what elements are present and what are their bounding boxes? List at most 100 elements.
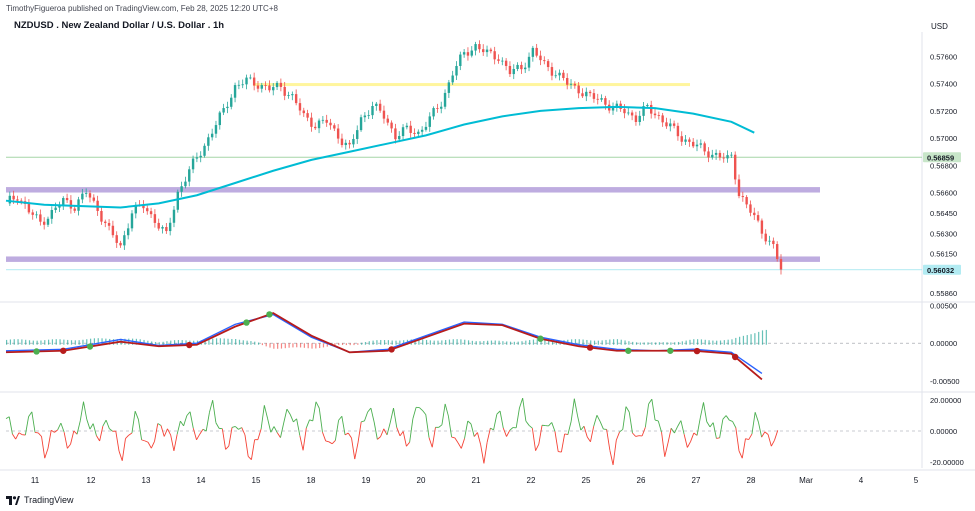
osc-segment — [725, 415, 730, 421]
osc-segment — [690, 432, 695, 442]
candle-body — [226, 106, 229, 109]
osc-segment — [560, 433, 566, 453]
candle-body — [485, 49, 489, 53]
candle-body — [39, 214, 42, 222]
macd-hist-bar — [345, 343, 347, 346]
macd-hist-bar — [78, 340, 80, 345]
osc-segment — [367, 407, 372, 413]
macd-hist-bar — [464, 339, 466, 345]
osc-segment — [257, 428, 262, 440]
osc-segment — [377, 436, 381, 440]
osc-segment — [192, 428, 197, 440]
macd-hist-bar — [353, 343, 355, 346]
osc-segment — [706, 421, 711, 428]
macd-hist-bar — [36, 340, 38, 345]
candle-body — [146, 208, 149, 212]
osc-segment — [173, 434, 178, 452]
candle-body — [539, 55, 542, 61]
macd-hist-bar — [6, 339, 8, 345]
candle-body — [264, 85, 267, 86]
candle-body — [581, 93, 584, 97]
candle-body — [718, 152, 722, 158]
osc-segment — [389, 407, 394, 423]
candle-body — [634, 115, 638, 122]
osc-segment — [315, 401, 320, 409]
osc-segment — [338, 415, 343, 421]
osc-segment — [564, 433, 568, 436]
last-price-label-bg — [923, 264, 961, 275]
macd-hist-bar — [387, 340, 389, 345]
chart-title: NZDUSD . New Zealand Dollar / U.S. Dolla… — [14, 20, 225, 31]
macd-hist-bar — [59, 339, 61, 345]
osc-segment — [483, 442, 488, 464]
osc-segment — [89, 423, 94, 430]
macd-hist-bar — [277, 343, 279, 349]
candle-body — [42, 221, 46, 225]
candle-body — [497, 59, 500, 61]
osc-segment — [309, 419, 313, 422]
candle-body — [394, 128, 397, 140]
candle-body — [478, 44, 481, 50]
time-tick-label: 27 — [692, 476, 701, 485]
candle-body — [630, 112, 634, 116]
osc-segment — [480, 444, 485, 464]
candle-body — [558, 72, 561, 76]
macd-hist-bar — [494, 340, 496, 345]
level-price-label: 0.56859 — [927, 153, 954, 162]
osc-segment — [270, 426, 275, 433]
osc-segment — [83, 401, 88, 420]
macd-hist-bar — [357, 343, 359, 345]
osc-segment — [703, 402, 708, 422]
osc-segment — [305, 419, 310, 429]
macd-hist-bar — [162, 341, 164, 345]
macd-hist-bar — [288, 343, 290, 348]
osc-segment — [570, 398, 575, 422]
candle-body — [447, 82, 451, 93]
candle-body — [657, 115, 661, 116]
candle-body — [46, 218, 50, 225]
macd-hist-bar — [574, 339, 577, 345]
macd-hist-bar — [643, 342, 645, 345]
osc-segment — [163, 428, 168, 437]
osc-segment — [109, 428, 113, 432]
candle-body — [413, 132, 416, 134]
osc-segment — [729, 419, 733, 422]
osc-segment — [99, 426, 104, 442]
candle-body — [524, 67, 527, 70]
osc-segment — [464, 420, 469, 439]
candle-body — [600, 98, 603, 100]
candle-body — [287, 95, 290, 96]
osc-segment — [438, 424, 443, 428]
osc-segment — [50, 429, 55, 433]
macd-hist-bar — [170, 340, 172, 345]
macd-hist-bar — [380, 339, 382, 345]
footer-brand-label: TradingView — [24, 495, 74, 505]
candle-body — [722, 157, 725, 159]
time-tick-label: 25 — [582, 476, 591, 485]
osc-segment — [79, 401, 84, 421]
candle-body — [646, 104, 649, 107]
candle-body — [8, 195, 12, 204]
candle-body — [195, 157, 199, 159]
candle-body — [623, 108, 626, 114]
osc-segment — [670, 427, 675, 434]
tradingview-brand[interactable]: TradingView — [6, 495, 74, 505]
osc-tick-label: -20.00000 — [930, 458, 964, 467]
osc-segment — [234, 426, 239, 430]
osc-segment — [577, 415, 582, 431]
macd-hist-bar — [261, 343, 263, 346]
candle-body — [428, 116, 431, 127]
candle-body — [543, 60, 546, 62]
time-tick-label: 12 — [87, 476, 96, 485]
candle-body — [760, 220, 764, 234]
price-tick-label: 0.55860 — [930, 289, 957, 298]
macd-hist-bar — [364, 342, 367, 345]
candle-body — [451, 75, 454, 83]
candle-body — [203, 145, 206, 156]
macd-hist-bar — [540, 339, 542, 345]
osc-segment — [447, 416, 453, 438]
candle-body — [84, 193, 88, 194]
macd-slow-line — [5, 312, 763, 381]
osc-segment — [486, 428, 491, 443]
